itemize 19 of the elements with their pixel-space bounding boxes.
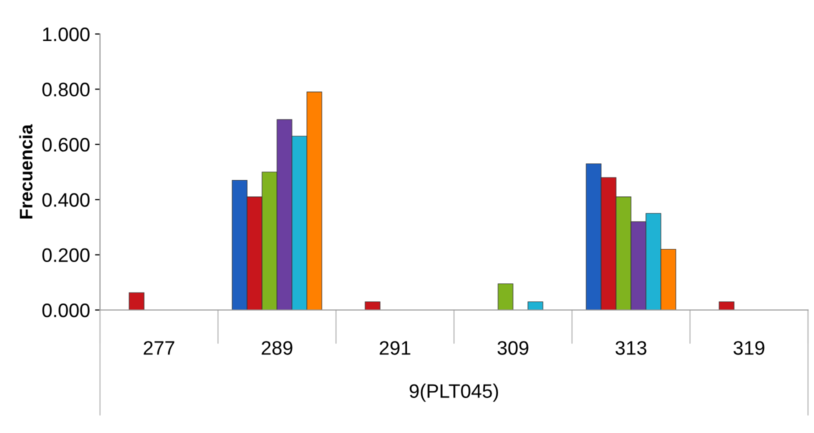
- y-axis-title: Frecuencia: [19, 124, 32, 218]
- x-tick-label: 291: [380, 341, 410, 355]
- x-tick-label: 319: [734, 341, 764, 355]
- y-tick-label: 1.000: [43, 27, 90, 42]
- bar: [128, 292, 144, 310]
- bar: [364, 301, 380, 310]
- x-axis-title: 9(PLT045): [410, 384, 498, 402]
- x-tick-label: 289: [262, 341, 292, 355]
- y-tick-label: 0.800: [42, 82, 90, 96]
- bar: [718, 301, 734, 310]
- y-tick-label: 0.200: [42, 248, 90, 262]
- y-tick-label: 0.000: [42, 303, 90, 318]
- x-tick-label: 277: [144, 341, 174, 355]
- bar: [528, 301, 544, 310]
- x-tick-label: 309: [498, 341, 528, 355]
- x-tick-label: 313: [616, 341, 646, 355]
- y-tick-label: 0.600: [42, 138, 90, 152]
- y-tick-label: 0.400: [42, 193, 90, 207]
- bar: [498, 284, 514, 310]
